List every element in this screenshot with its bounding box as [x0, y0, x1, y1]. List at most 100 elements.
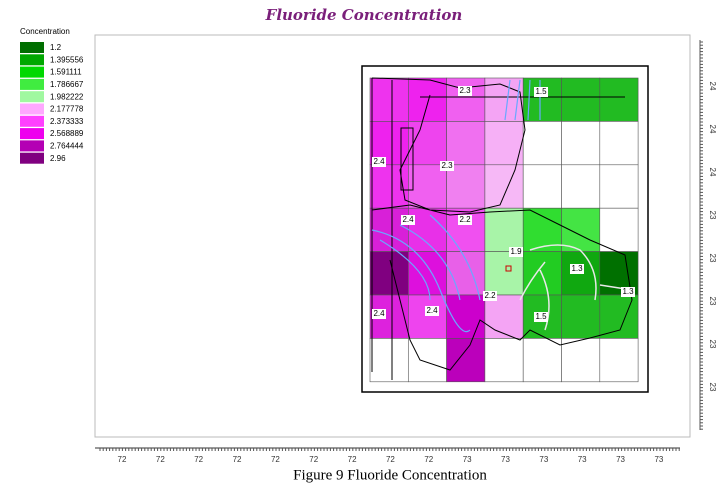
x-label: 73 — [463, 455, 472, 464]
y-label: 23 — [708, 383, 717, 392]
legend-label: 1.786667 — [50, 80, 84, 89]
grid-cell — [446, 251, 486, 296]
contour-label: 2.4 — [426, 306, 438, 315]
legend-swatch — [20, 152, 44, 164]
contour-label: 1.3 — [571, 264, 583, 273]
x-label: 73 — [578, 455, 587, 464]
contour-label: 2.3 — [441, 161, 453, 170]
grid-cell — [561, 77, 601, 122]
grid-cell — [407, 338, 447, 383]
grid-cell — [599, 207, 639, 252]
legend-title: Concentration — [20, 27, 70, 36]
contour-label: 2.4 — [402, 215, 414, 224]
y-label: 23 — [708, 297, 717, 306]
caption: Figure 9 Fluoride Concentration — [293, 467, 487, 483]
x-label: 72 — [348, 455, 357, 464]
contour-label-bg — [425, 306, 439, 316]
grid-cell — [407, 121, 447, 166]
x-label: 72 — [386, 455, 395, 464]
y-label: 23 — [708, 254, 717, 263]
x-label: 73 — [616, 455, 625, 464]
legend-label: 1.395556 — [50, 55, 84, 64]
grid-cell — [599, 294, 639, 339]
grid-cell — [599, 164, 639, 209]
grid-cell — [407, 294, 447, 339]
grid-cell — [522, 121, 562, 166]
y-label: 23 — [708, 211, 717, 220]
grid-cell — [484, 207, 524, 252]
contour-label: 1.5 — [535, 87, 547, 96]
grid-cell — [561, 294, 601, 339]
x-label: 72 — [156, 455, 165, 464]
legend-swatch — [20, 42, 44, 53]
contour-label: 1.5 — [535, 312, 547, 321]
x-label: 72 — [118, 455, 127, 464]
grid-cell — [407, 207, 447, 252]
contour-label-bg — [372, 157, 386, 167]
grid-cell — [407, 77, 447, 122]
contour-label-bg — [621, 287, 635, 297]
x-label: 72 — [424, 455, 433, 464]
overlay — [371, 77, 633, 380]
grid-cell — [561, 121, 601, 166]
legend-swatch — [20, 140, 44, 152]
legend-label: 1.2 — [50, 43, 62, 52]
grid-cell — [484, 251, 524, 296]
x-label: 72 — [271, 455, 280, 464]
contour-label: 2.4 — [373, 309, 385, 318]
contour-label: 2.2 — [459, 215, 471, 224]
legend-label: 1.982222 — [50, 92, 84, 101]
contour-label: 1.3 — [622, 287, 634, 296]
grid-cell — [599, 338, 639, 383]
legend-swatch — [20, 66, 44, 78]
contour-label-bg — [534, 312, 548, 322]
contour-label-bg — [458, 215, 472, 225]
contour-label-bg — [534, 87, 548, 97]
legend-swatch — [20, 54, 44, 66]
legend-label: 2.373333 — [50, 117, 84, 126]
contour-label-bg — [372, 309, 386, 319]
x-label: 72 — [309, 455, 318, 464]
x-label: 73 — [501, 455, 510, 464]
grid-cell — [446, 77, 486, 122]
contour-label-bg — [570, 264, 584, 274]
legend-swatch — [20, 103, 44, 115]
grid-cell — [369, 77, 409, 122]
contour-label: 2.3 — [459, 86, 471, 95]
legend-swatch — [20, 128, 44, 140]
x-label: 72 — [194, 455, 203, 464]
grid-cell — [561, 164, 601, 209]
grid-cell — [407, 164, 447, 209]
legend-label: 2.177778 — [50, 105, 84, 114]
y-label: 24 — [708, 168, 717, 177]
contour-label: 1.9 — [510, 247, 522, 256]
grid-cell — [446, 121, 486, 166]
grid-cell — [561, 338, 601, 383]
grid-cell — [599, 77, 639, 122]
grid-cell — [522, 338, 562, 383]
legend-label: 2.96 — [50, 154, 66, 163]
legend-label: 1.591111 — [50, 68, 82, 77]
legend-swatch — [20, 115, 44, 127]
y-label: 24 — [708, 82, 717, 91]
grid-cell — [599, 121, 639, 166]
grid-cell — [484, 338, 524, 383]
grid-cell — [369, 164, 409, 209]
contour-label-bg — [458, 86, 472, 96]
contour-label-bg — [440, 161, 454, 171]
x-label: 72 — [233, 455, 242, 464]
y-label: 24 — [708, 125, 717, 134]
contour-label-bg — [509, 247, 523, 257]
y-label: 23 — [708, 340, 717, 349]
grid-cell — [561, 207, 601, 252]
x-label: 73 — [539, 455, 548, 464]
legend-swatch — [20, 91, 44, 103]
legend-label: 2.568889 — [50, 129, 84, 138]
legend-label: 2.764444 — [50, 142, 84, 151]
grid-cell — [446, 164, 486, 209]
grid-cell — [484, 294, 524, 339]
grid-cell — [369, 251, 409, 296]
grid-cell — [484, 164, 524, 209]
contour-label-bg — [483, 291, 497, 301]
